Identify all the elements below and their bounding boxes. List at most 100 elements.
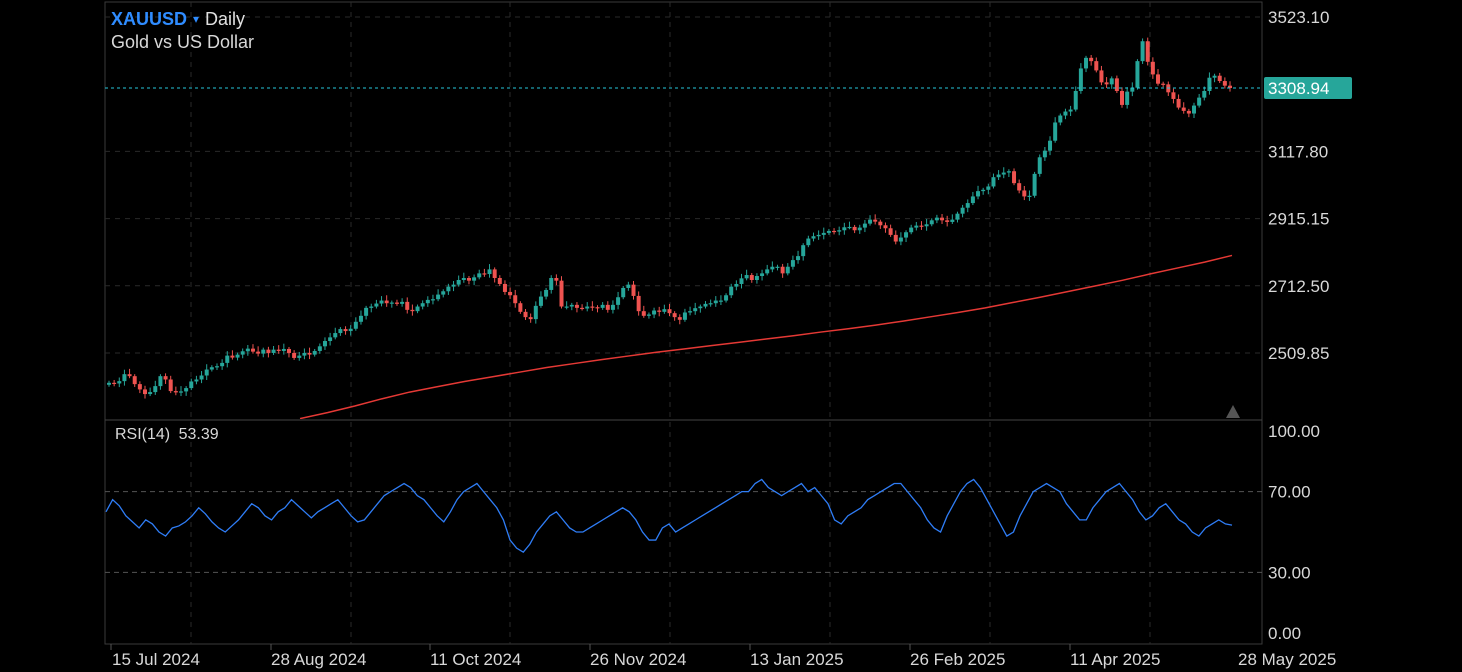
candle-up [1037,157,1042,174]
date-tick-label: 26 Feb 2025 [910,650,1005,669]
candle-up [220,362,225,367]
candle-up [1053,122,1058,141]
candle-down [513,295,518,304]
candle-down [292,352,297,358]
candle-down [1176,98,1181,108]
candle-up [1068,109,1073,112]
candle-up [996,174,1001,178]
price-tick-label: 2915.15 [1268,210,1329,229]
chart-header: XAUUSD ▾ Daily [111,8,245,30]
candle-up [1001,172,1006,175]
candle-down [492,269,497,279]
candle-down [1186,110,1191,114]
candle-up [724,295,729,301]
candle-up [847,226,852,229]
candle-up [626,284,631,288]
candle-up [1140,41,1145,62]
candle-down [1114,78,1119,91]
last-price-badge [1264,77,1352,100]
candle-up [430,299,435,301]
candle-down [590,306,595,308]
candle-up [389,302,394,304]
symbol-dropdown-icon[interactable]: ▾ [193,12,200,26]
candle-down [1181,107,1186,111]
candle-down [878,221,883,226]
candle-up [770,266,775,270]
candle-up [806,238,811,246]
candle-up [225,355,230,363]
candle-up [415,306,420,312]
candle-down [1171,92,1176,99]
candle-up [245,348,250,352]
candle-up [610,304,615,310]
candle-up [1135,61,1140,88]
candle-down [394,302,399,304]
candle-up [544,289,549,297]
candle-down [410,309,415,312]
rsi-line [105,478,1233,554]
candle-up [214,366,219,368]
candle-up [441,291,446,295]
candle-down [888,228,893,235]
candle-down [667,309,672,314]
candle-up [790,260,795,267]
candle-up [281,348,286,351]
candle-up [420,303,425,307]
candle-up [621,287,626,298]
price-tick-label: 2712.50 [1268,277,1329,296]
symbol-label[interactable]: XAUUSD [111,9,188,29]
candle-up [718,300,723,302]
date-tick-label: 28 May 2025 [1238,650,1336,669]
candle-down [919,225,924,227]
candle-down [657,310,662,312]
candle-up [456,279,461,285]
candle-up [934,217,939,221]
candle-up [1073,90,1078,110]
candle-up [729,286,734,296]
rsi-tick-label: 100.00 [1268,422,1320,441]
candle-up [713,300,718,304]
candle-down [580,307,585,310]
date-tick-label: 26 Nov 2024 [590,650,686,669]
candle-up [765,269,770,274]
candle-down [502,283,507,292]
candle-down [636,295,641,312]
candle-up [322,341,327,347]
candle-down [677,317,682,320]
candle-up [1048,140,1053,151]
candle-up [235,354,240,358]
timeframe-label[interactable]: Daily [205,9,246,29]
candle-up [1109,78,1114,85]
candle-up [744,275,749,279]
candle-up [914,225,919,228]
candle-down [142,389,147,395]
candle-up [754,276,759,280]
candle-up [194,379,199,382]
candle-up [739,278,744,284]
candle-down [672,313,677,318]
candle-up [960,207,965,214]
candle-up [461,278,466,280]
candle-up [965,203,970,208]
candle-down [1120,90,1125,105]
candle-up [487,269,492,275]
candle-up [1084,57,1089,69]
candle-up [760,273,765,277]
candle-up [564,306,569,308]
candle-up [369,306,374,308]
candle-up [821,232,826,235]
candle-up [682,312,687,320]
candle-down [1150,61,1155,75]
candle-up [950,219,955,222]
candle-up [240,351,245,355]
candle-down [945,220,950,222]
candle-up [148,392,153,395]
candle-up [904,232,909,238]
candle-down [256,351,261,354]
candle-up [842,227,847,231]
candle-up [600,304,605,308]
candle-up [317,346,322,351]
candle-up [333,333,338,338]
date-tick-label: 28 Aug 2024 [271,650,366,669]
candle-up [976,191,981,197]
